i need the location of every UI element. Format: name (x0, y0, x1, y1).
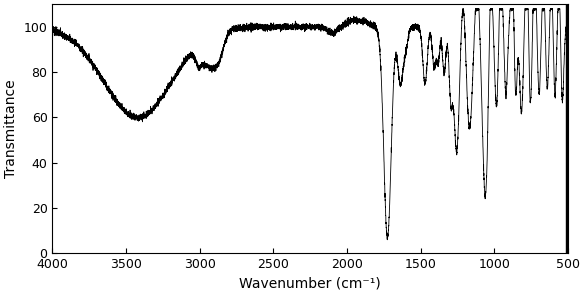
Bar (566, 4, 568, 253)
Y-axis label: Transmittance: Transmittance (4, 79, 18, 178)
X-axis label: Wavenumber (cm⁻¹): Wavenumber (cm⁻¹) (239, 277, 381, 291)
